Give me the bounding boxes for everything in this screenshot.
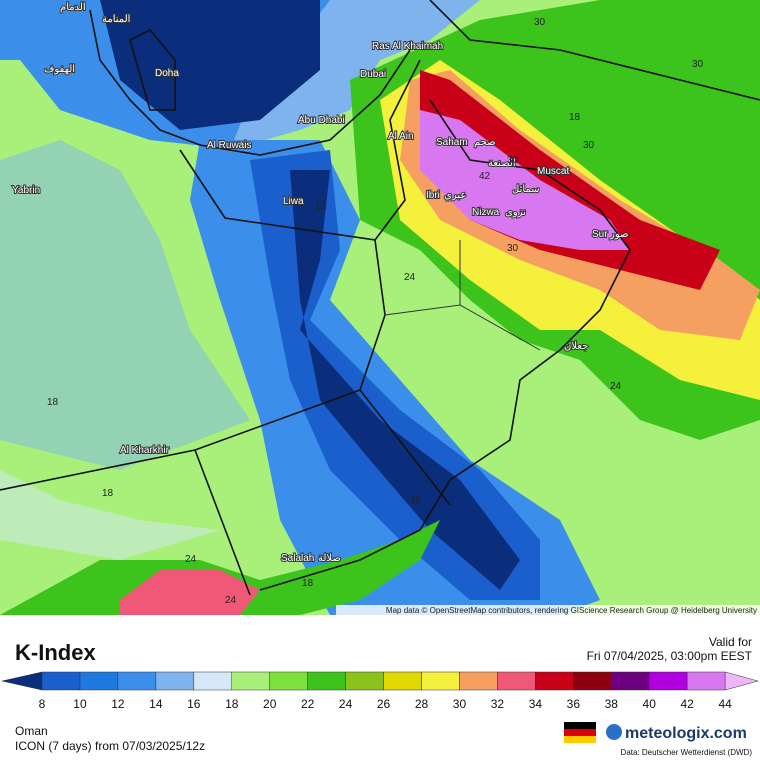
contour-label: 30 — [583, 140, 595, 151]
legend-swatch — [535, 671, 574, 691]
brand: meteologix.com — [625, 725, 747, 742]
contour-label: 24 — [185, 554, 197, 565]
place-label: الهفوف — [44, 64, 75, 75]
contour-label: 30 — [692, 59, 704, 70]
title: K-Index — [15, 640, 96, 665]
legend-swatch — [497, 671, 536, 691]
legend-arrow — [724, 671, 759, 691]
place-label: Abu Dhabi — [298, 115, 345, 126]
legend-tick-label: 38 — [605, 697, 619, 711]
legend-tick-label: 20 — [263, 697, 277, 711]
legend-swatch — [648, 671, 688, 691]
place-label: صحم — [474, 137, 496, 148]
contour-label: 18 — [47, 397, 59, 408]
place-label: Saham — [436, 137, 468, 148]
contour-label: 18 — [302, 578, 314, 589]
contour-label: 24 — [404, 272, 416, 283]
contour-label: 30 — [507, 155, 519, 166]
place-label: Ibri — [426, 190, 440, 201]
contour-label: 30 — [507, 243, 519, 254]
place-label: Al Ain — [388, 131, 414, 142]
legend-swatch — [345, 671, 384, 691]
legend-swatch — [686, 671, 726, 691]
contour-label: 24 — [225, 595, 237, 606]
place-label: الدمام — [60, 2, 86, 13]
flag — [564, 722, 596, 743]
contour-label: 12 — [315, 201, 327, 212]
place-label: صور — [609, 229, 629, 240]
map — [0, 0, 760, 615]
legend-swatch — [459, 671, 498, 691]
attribution: Map data © OpenStreetMap contributors, r… — [386, 606, 757, 615]
legend-tick-label: 14 — [149, 697, 163, 711]
place-label: Ras Al Khaimah — [372, 41, 443, 52]
legend-tick-label: 16 — [187, 697, 201, 711]
legend-tick-label: 34 — [529, 697, 543, 711]
legend-tick-label: 22 — [301, 697, 315, 711]
place-label: Al Ruwais — [207, 140, 251, 151]
place-label: سمائل — [512, 184, 540, 195]
place-label: صلالة — [318, 553, 341, 564]
place-label: Sur — [592, 229, 608, 240]
legend-tick-label: 10 — [73, 697, 87, 711]
legend-tick-label: 24 — [339, 697, 353, 711]
contour-label: 24 — [610, 381, 622, 392]
place-label: Nizwa — [472, 207, 500, 218]
place-label: Doha — [155, 68, 179, 79]
legend-swatch — [611, 671, 650, 691]
contour-label: 30 — [534, 17, 546, 28]
place-label: جعلان — [564, 341, 588, 352]
place-label: عبري — [444, 190, 466, 201]
place-label: Muscat — [537, 166, 569, 177]
legend-tick-label: 26 — [377, 697, 391, 711]
place-label: Yabrin — [12, 185, 40, 196]
place-labels: الدمام المنامة الهفوف Doha Ras Al Khaima… — [11, 1, 630, 565]
legend-tick-label: 8 — [39, 697, 46, 711]
contour-label: 18 — [410, 495, 422, 506]
legend-swatch — [573, 671, 612, 691]
legend: 8 10 12 14 16 18 20 22 24 26 28 30 32 34 36 38 40 42 44 — [1, 671, 759, 711]
legend-swatch — [231, 671, 270, 691]
legend-tick-label: 30 — [453, 697, 467, 711]
legend-swatch — [193, 671, 233, 691]
valid-label: Valid for — [709, 635, 752, 649]
legend-swatch — [307, 671, 346, 691]
place-label: الصنعة — [488, 158, 516, 169]
legend-swatch — [155, 671, 195, 691]
valid-time: Fri 07/04/2025, 03:00pm EEST — [587, 649, 753, 663]
source: Data: Deutscher Wetterdienst (DWD) — [621, 748, 753, 757]
place-label: Liwa — [283, 196, 304, 207]
contour-label: 18 — [102, 488, 114, 499]
legend-swatch — [79, 671, 119, 691]
legend-swatch — [269, 671, 308, 691]
legend-tick-label: 28 — [415, 697, 429, 711]
model: ICON (7 days) from 07/03/2025/12z — [15, 739, 205, 753]
place-label: نزوى — [505, 207, 526, 218]
place-label: Al Kharkhir — [120, 445, 170, 456]
region: Oman — [15, 724, 48, 738]
legend-tick-label: 36 — [567, 697, 581, 711]
logo — [606, 724, 622, 740]
contour-labels: 30 30 18 30 42 30 12 24 30 18 24 18 18 2… — [47, 17, 704, 606]
legend-tick-label: 18 — [225, 697, 239, 711]
legend-swatch — [41, 671, 81, 691]
legend-tick-label: 40 — [643, 697, 657, 711]
legend-swatch — [421, 671, 460, 691]
contour-label: 42 — [479, 171, 491, 182]
legend-tick-label: 12 — [111, 697, 125, 711]
legend-swatch — [383, 671, 422, 691]
legend-swatch — [117, 671, 157, 691]
place-label: Salalah — [281, 553, 314, 564]
legend-tick-label: 32 — [491, 697, 505, 711]
contour-label: 18 — [569, 112, 581, 123]
place-label: Dubai — [360, 69, 386, 80]
legend-tick-label: 42 — [681, 697, 695, 711]
place-label: المنامة — [102, 14, 130, 25]
legend-tick-label: 44 — [718, 697, 732, 711]
